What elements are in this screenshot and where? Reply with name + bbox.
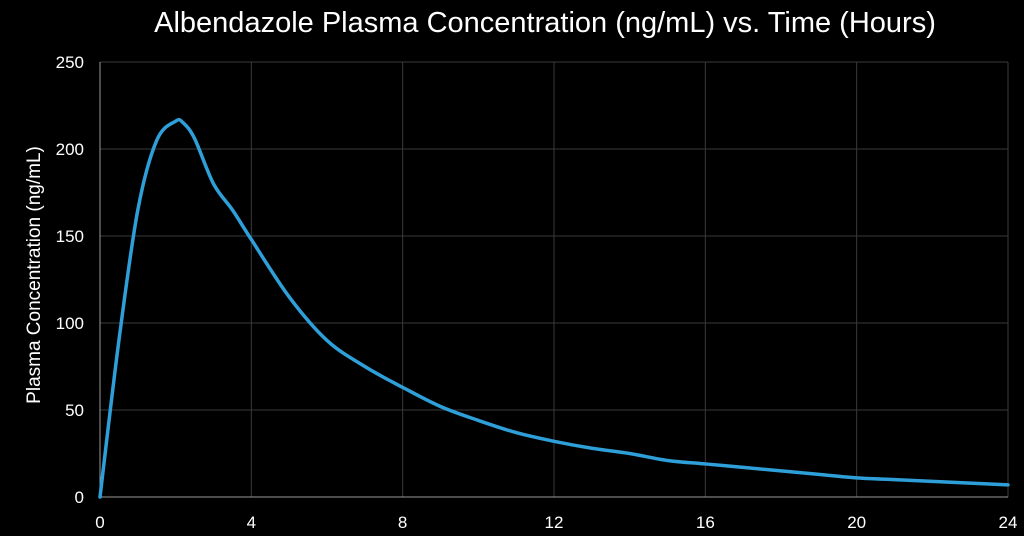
x-tick-label: 16 — [696, 513, 715, 532]
chart-axes — [99, 62, 1008, 498]
y-tick-label: 100 — [56, 314, 84, 333]
y-tick-label: 50 — [65, 401, 84, 420]
x-tick-label: 0 — [95, 513, 104, 532]
y-axis-label: Plasma Concentration (ng/mL) — [24, 146, 45, 404]
x-tick-label: 20 — [847, 513, 866, 532]
concentration-series-line — [98, 117, 1010, 499]
x-tick-label: 24 — [999, 513, 1018, 532]
y-tick-label: 200 — [56, 140, 84, 159]
x-tick-label: 8 — [398, 513, 407, 532]
chart-title: Albendazole Plasma Concentration (ng/mL)… — [154, 7, 936, 39]
x-tick-label: 4 — [247, 513, 256, 532]
y-tick-label: 0 — [75, 488, 84, 507]
chart-series — [98, 117, 1010, 499]
y-tick-label: 150 — [56, 227, 84, 246]
chart-ticks: 0 4 8 12 16 20 24 0 50 100 150 200 250 — [56, 53, 1018, 532]
y-tick-label: 250 — [56, 53, 84, 72]
x-tick-label: 12 — [545, 513, 564, 532]
chart-grid — [100, 61, 1009, 497]
